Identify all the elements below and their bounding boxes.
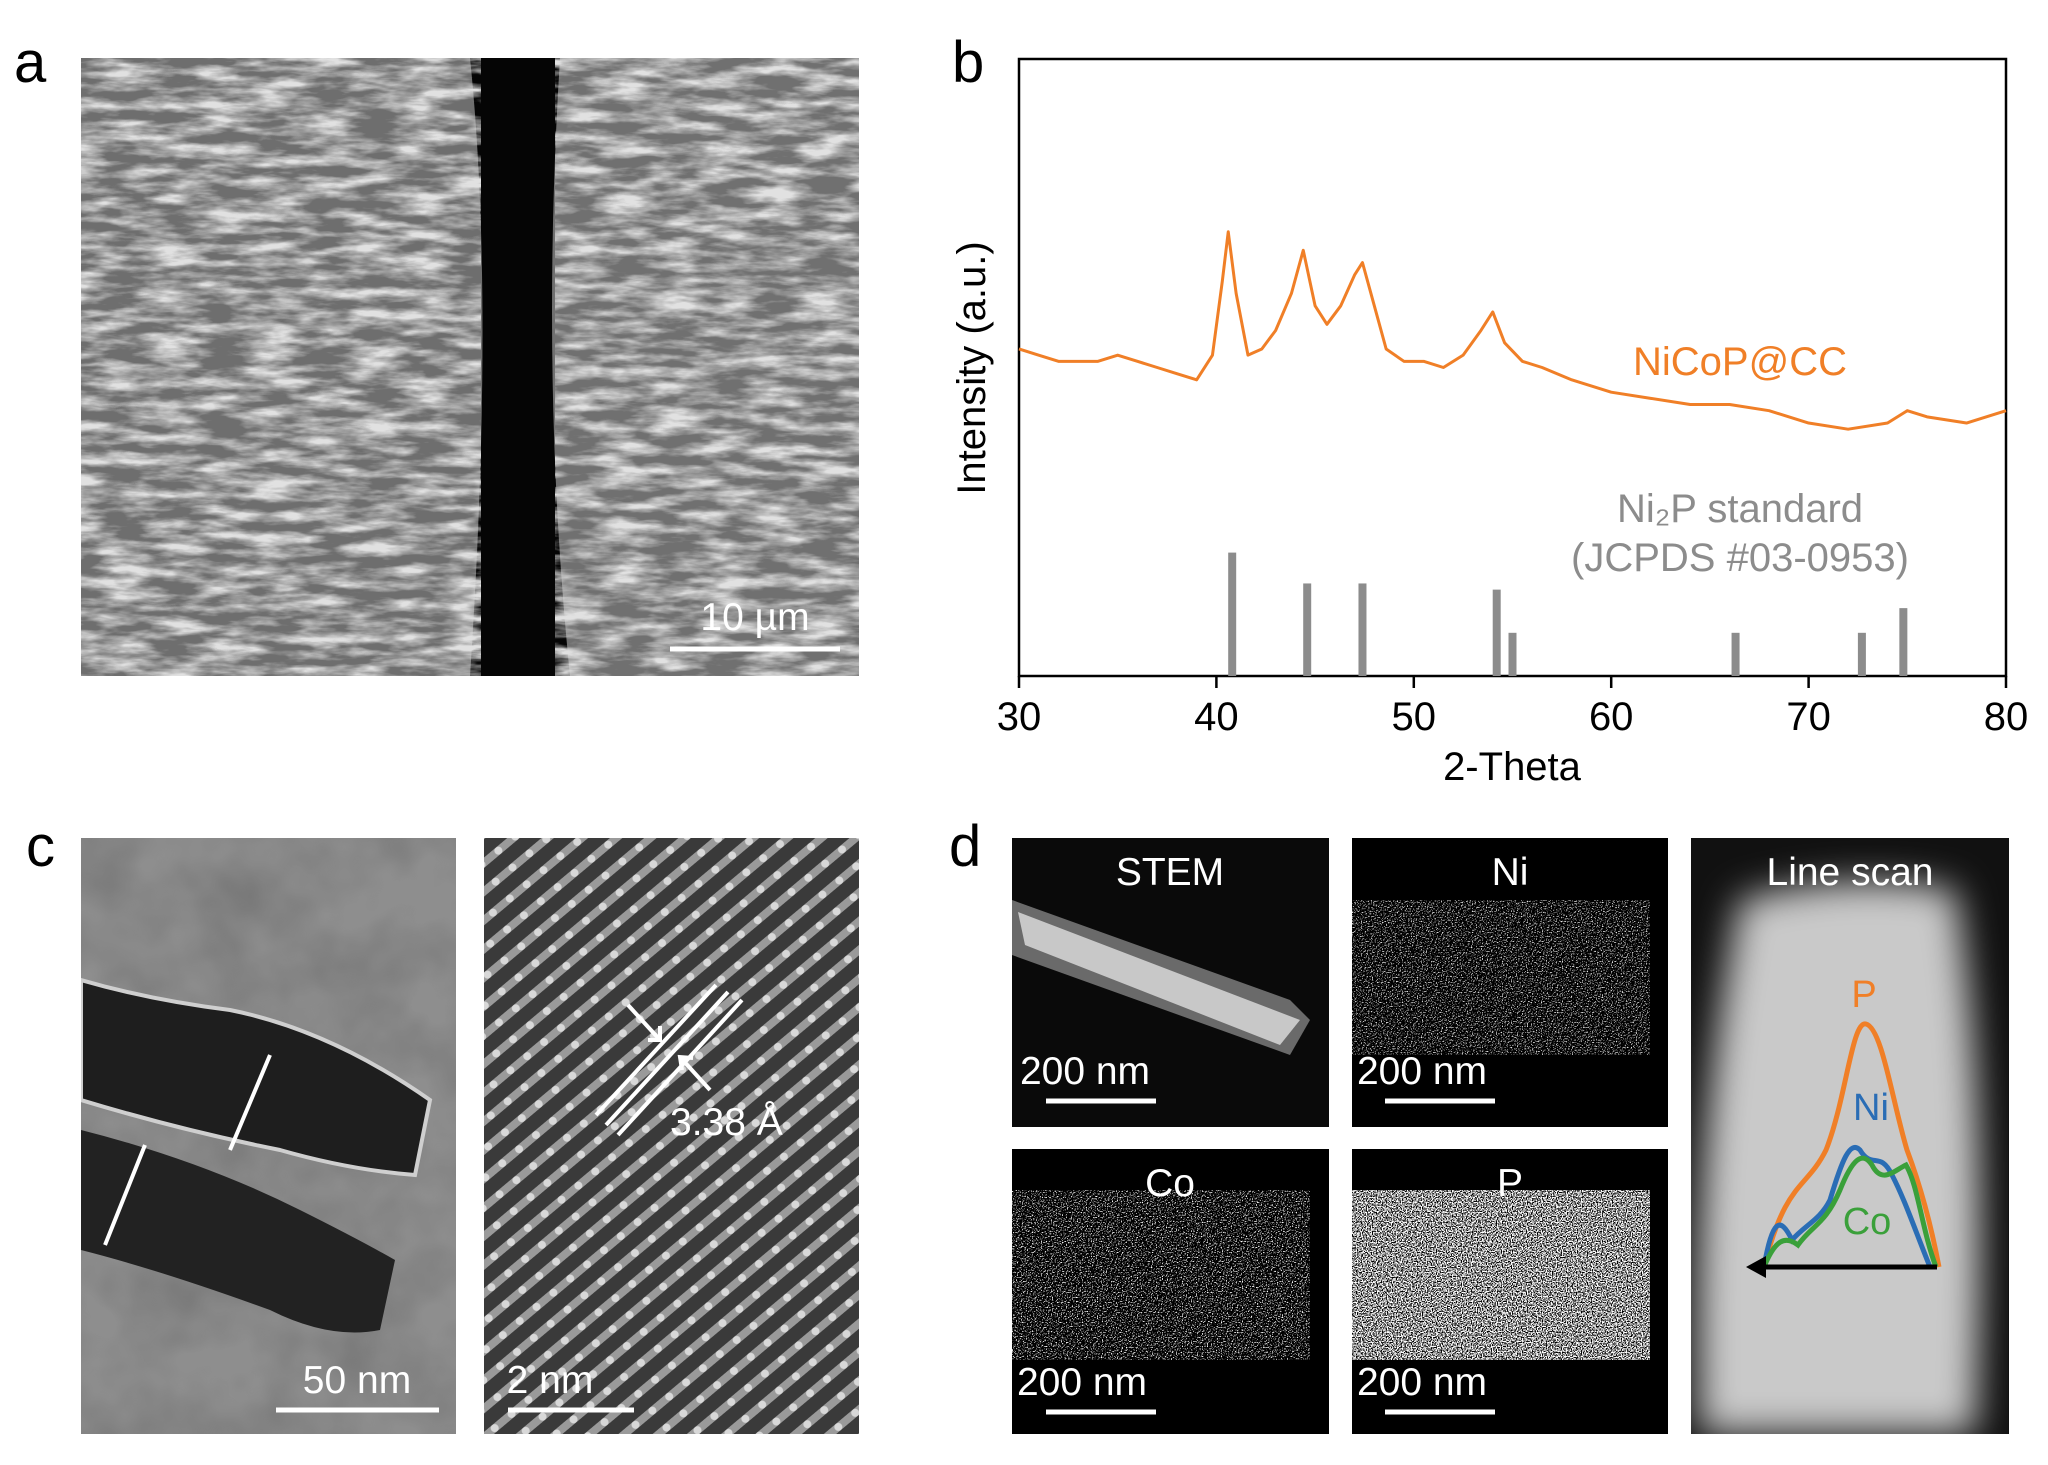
reference-stick [1899,608,1908,676]
reference-stick [1731,632,1740,676]
scale-bar-label: 10 µm [700,596,809,639]
x-tick-label: 60 [1589,695,1634,739]
tile-title: P [1497,1162,1523,1205]
line-scan-image [1691,838,2009,1434]
tem-image [81,838,456,1434]
legend-label: NiCoP@CC [1633,340,1847,384]
scale-bar-label: 200 nm [1357,1361,1487,1404]
x-tick-label: 70 [1786,695,1831,739]
tile-title: Co [1145,1162,1195,1205]
d-spacing-label: 3.38 Å [670,1100,783,1144]
reference-stick [1358,583,1367,676]
y-axis-title: Intensity (a.u.) [950,241,994,494]
panel-label: c [26,814,55,879]
scale-bar-label: 200 nm [1357,1050,1487,1093]
tile-title: Line scan [1767,851,1934,894]
x-axis-title: 2-Theta [1443,745,1582,789]
reference-stick [1228,552,1237,676]
stem-image [1012,838,1329,1127]
reference-stick [1303,583,1312,676]
x-tick-label: 30 [997,695,1042,739]
tile-title: STEM [1116,851,1224,894]
scale-bar-label: 50 nm [303,1359,411,1402]
x-tick-label: 40 [1194,695,1239,739]
scale-bar-label: 2 nm [507,1359,594,1402]
reference-stick [1492,589,1501,676]
scale-bars [1046,1098,1495,1415]
panel-label: d [949,814,981,879]
x-tick-label: 50 [1392,695,1437,739]
plot-frame [1017,57,2008,678]
scale-bar-label: 200 nm [1017,1361,1147,1404]
x-tick-label: 80 [1984,695,2029,739]
legend-label: Ni₂P standard [1617,487,1863,531]
reference-stick [1857,632,1866,676]
tile-title: Ni [1492,851,1529,894]
profile-label: Ni [1853,1087,1889,1129]
reference-label: (JCPDS #03-0953) [1571,536,1909,580]
scale-bar-label: 200 nm [1020,1050,1150,1093]
co-map [1012,1149,1329,1434]
panel-label: b [952,30,984,95]
ni-map [1352,838,1668,1127]
p-map [1352,1149,1668,1434]
reference-stick [1508,632,1517,676]
panel-label: a [14,30,47,95]
profile-label: P [1851,974,1876,1016]
xrd-line [1018,230,2007,431]
sem-image [81,58,859,676]
hrtem-image [484,838,859,1434]
profile-label: Co [1843,1201,1892,1243]
